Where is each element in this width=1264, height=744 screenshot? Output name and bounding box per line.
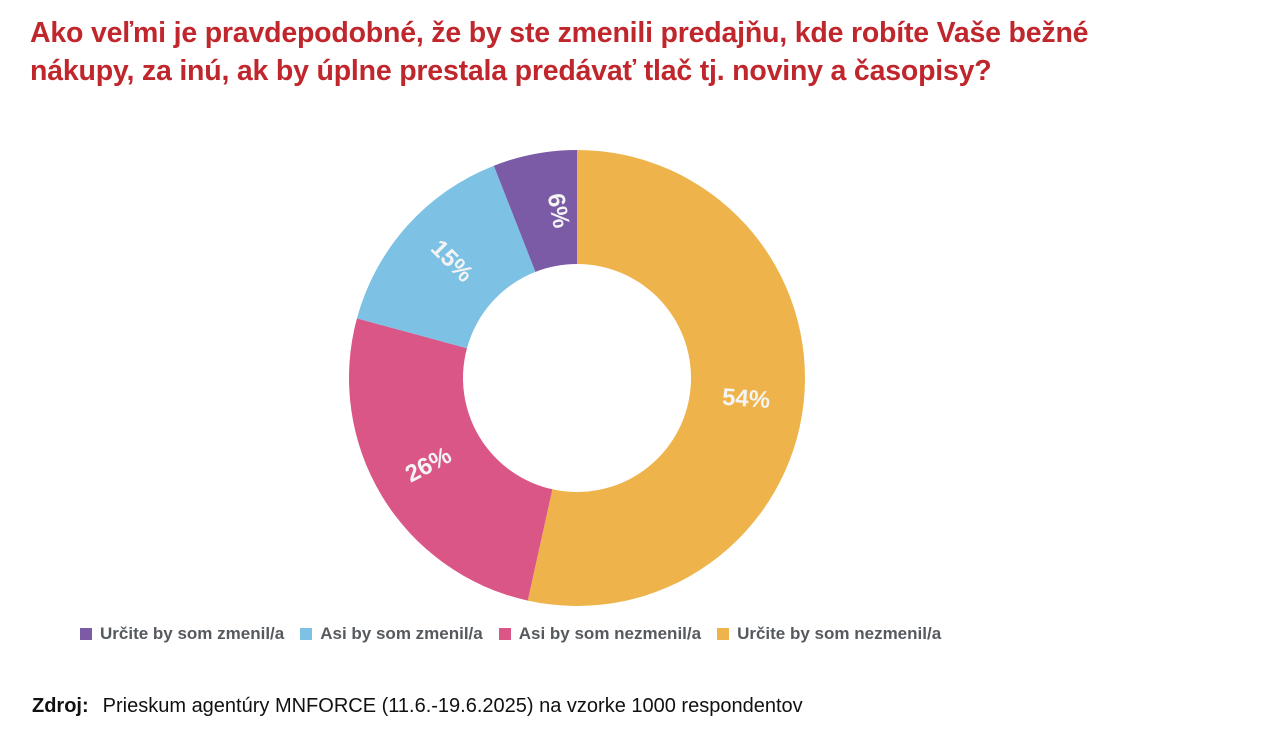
legend-label: Asi by som nezmenil/a [518, 624, 702, 643]
slice-urcite-zmenil [493, 150, 577, 272]
legend-swatch-yellow [717, 628, 730, 640]
slice-label-urcite-zmenil: 6% [542, 191, 575, 230]
donut-slices [348, 150, 806, 606]
legend-item-urcite-nezmenil: Určite by som nezmenil/a [717, 624, 941, 644]
legend-swatch-purple [80, 628, 92, 640]
source-note: Zdroj: Prieskum agentúry MNFORCE (11.6.-1… [32, 695, 803, 718]
legend-item-asi-nezmenil: Asi by som nezmenil/a [498, 624, 702, 644]
legend-label: Určite by som nezmenil/a [737, 624, 942, 643]
chart-title-line-2: nákupy, za inú, ak by úplne prestala pre… [30, 55, 992, 87]
legend-label: Asi by som zmenil/a [320, 624, 483, 643]
legend-swatch-pink [498, 628, 511, 640]
donut-labels: 6% 15% 26% 54% [401, 191, 771, 488]
slice-asi-nezmenil [348, 318, 553, 601]
chart-legend: Určite by som zmenil/a Asi by som zmenil… [80, 624, 957, 644]
slice-urcite-nezmenil [527, 150, 806, 606]
legend-item-asi-zmenil: Asi by som zmenil/a [300, 624, 483, 644]
legend-label: Určite by som zmenil/a [100, 624, 285, 643]
source-text: Prieskum agentúry MNFORCE (11.6.-19.6.20… [102, 695, 803, 717]
chart-title: Ako veľmi je pravdepodobné, že by ste zm… [30, 14, 1250, 90]
legend-item-urcite-zmenil: Určite by som zmenil/a [80, 624, 284, 644]
slice-label-urcite-nezmenil: 54% [721, 384, 771, 414]
legend-swatch-light-blue [300, 628, 313, 640]
donut-chart: 6% 15% 26% 54% [348, 150, 806, 606]
chart-title-line-1: Ako veľmi je pravdepodobné, že by ste zm… [30, 17, 1089, 49]
slice-asi-zmenil [356, 165, 536, 349]
source-label: Zdroj: [32, 695, 89, 717]
